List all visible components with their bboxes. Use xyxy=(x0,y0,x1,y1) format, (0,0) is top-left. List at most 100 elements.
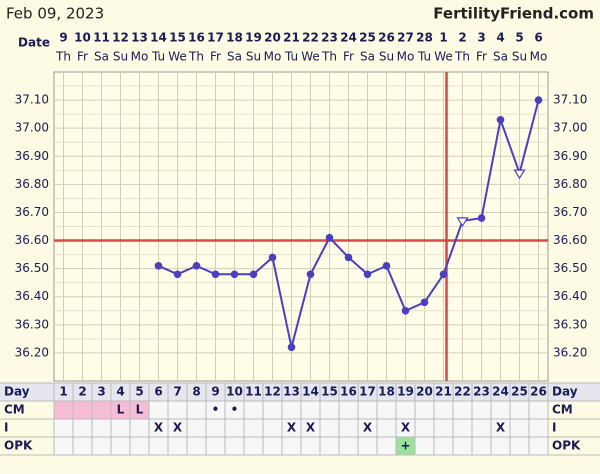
weekday-label: Fr xyxy=(77,50,88,64)
y-tick-label-right: 37.10 xyxy=(553,93,587,107)
day-number: 16 xyxy=(340,385,357,399)
site-name: FertilityFriend.com xyxy=(433,5,594,23)
row-label: I xyxy=(4,421,8,435)
weekday-label: Sa xyxy=(94,50,109,64)
weekday-label: Sa xyxy=(227,50,242,64)
temperature-marker xyxy=(477,214,486,222)
temperature-marker xyxy=(344,253,353,262)
weekday-label: Th xyxy=(55,50,71,64)
day-row-bg xyxy=(0,383,600,401)
date-label: 18 xyxy=(226,31,243,45)
temperature-marker xyxy=(439,270,448,279)
weekday-label: We xyxy=(168,50,187,64)
y-tick-label: 36.90 xyxy=(15,149,49,163)
y-tick-label-right: 36.60 xyxy=(553,233,587,247)
day-number: 22 xyxy=(454,385,471,399)
cell-value: X xyxy=(154,421,164,435)
weekday-label: Su xyxy=(113,50,128,64)
weekday-label: Su xyxy=(246,50,261,64)
day-number: 18 xyxy=(378,385,395,399)
temperature-marker xyxy=(496,115,505,124)
cell-highlight xyxy=(111,401,130,419)
cell-value: L xyxy=(136,403,144,417)
weekday-label: Th xyxy=(454,50,470,64)
weekday-label: Fr xyxy=(343,50,354,64)
date-label: 3 xyxy=(477,31,485,45)
temperature-marker xyxy=(306,270,315,279)
day-number: 3 xyxy=(97,385,105,399)
cell-value: X xyxy=(287,421,297,435)
cell-value: X xyxy=(306,421,316,435)
day-row-label-right: Day xyxy=(552,385,578,399)
y-tick-label: 36.60 xyxy=(15,233,49,247)
row-label: CM xyxy=(4,403,25,417)
weekday-label: Fr xyxy=(476,50,487,64)
day-number: 7 xyxy=(173,385,181,399)
y-tick-label: 36.70 xyxy=(15,205,49,219)
date-label: 5 xyxy=(515,31,523,45)
temperature-marker xyxy=(363,270,372,279)
date-label: 4 xyxy=(496,31,504,45)
day-number: 11 xyxy=(245,385,262,399)
temperature-marker xyxy=(534,96,543,104)
day-number: 6 xyxy=(154,385,162,399)
date-label: 25 xyxy=(359,31,376,45)
day-number: 10 xyxy=(226,385,243,399)
day-number: 13 xyxy=(283,385,300,399)
chart-date: Feb 09, 2023 xyxy=(6,5,104,23)
weekday-label: Tu xyxy=(151,50,165,64)
cell-value: X xyxy=(496,421,506,435)
day-number: 24 xyxy=(492,385,509,399)
temperature-marker xyxy=(173,270,182,279)
day-number: 23 xyxy=(473,385,490,399)
date-label: 26 xyxy=(378,31,395,45)
weekday-label: Mo xyxy=(131,50,149,64)
date-label: 21 xyxy=(283,31,300,45)
temperature-marker xyxy=(268,253,277,262)
weekday-label: Su xyxy=(512,50,527,64)
day-number: 9 xyxy=(211,385,219,399)
date-label: 27 xyxy=(397,31,414,45)
day-number: 14 xyxy=(302,385,319,399)
cell-highlight xyxy=(92,401,111,419)
weekday-label: We xyxy=(301,50,320,64)
day-number: 12 xyxy=(264,385,281,399)
cell-highlight xyxy=(54,401,73,419)
temperature-marker xyxy=(420,298,429,307)
cell-value: + xyxy=(400,439,410,453)
weekday-label: Th xyxy=(188,50,204,64)
weekday-label: Sa xyxy=(493,50,508,64)
date-label: 22 xyxy=(302,31,319,45)
y-tick-label: 36.80 xyxy=(15,177,49,191)
weekday-label: Mo xyxy=(264,50,282,64)
cell-value: • xyxy=(231,403,239,417)
temperature-marker xyxy=(382,262,391,270)
row-label-right: OPK xyxy=(552,439,581,453)
day-number: 1 xyxy=(59,385,67,399)
day-row-label: Day xyxy=(4,385,30,399)
y-tick-label: 36.20 xyxy=(15,345,49,359)
date-label: 11 xyxy=(93,31,110,45)
day-number: 25 xyxy=(511,385,528,399)
cell-value: L xyxy=(117,403,125,417)
date-label: 13 xyxy=(131,31,148,45)
date-label: 17 xyxy=(207,31,224,45)
y-tick-label-right: 37.00 xyxy=(553,121,587,135)
weekday-label: Mo xyxy=(530,50,548,64)
y-tick-label-right: 36.80 xyxy=(553,177,587,191)
y-tick-label-right: 36.50 xyxy=(553,261,587,275)
day-number: 2 xyxy=(78,385,86,399)
date-label: 23 xyxy=(321,31,338,45)
day-number: 8 xyxy=(192,385,200,399)
y-tick-label-right: 36.70 xyxy=(553,205,587,219)
date-label: 20 xyxy=(264,31,281,45)
date-label: 15 xyxy=(169,31,186,45)
day-number: 21 xyxy=(435,385,452,399)
temperature-marker xyxy=(287,343,296,352)
weekday-label: Tu xyxy=(284,50,298,64)
date-label: 2 xyxy=(458,31,466,45)
y-tick-label-right: 36.90 xyxy=(553,149,587,163)
weekday-label: Mo xyxy=(397,50,415,64)
weekday-label: Fr xyxy=(210,50,221,64)
